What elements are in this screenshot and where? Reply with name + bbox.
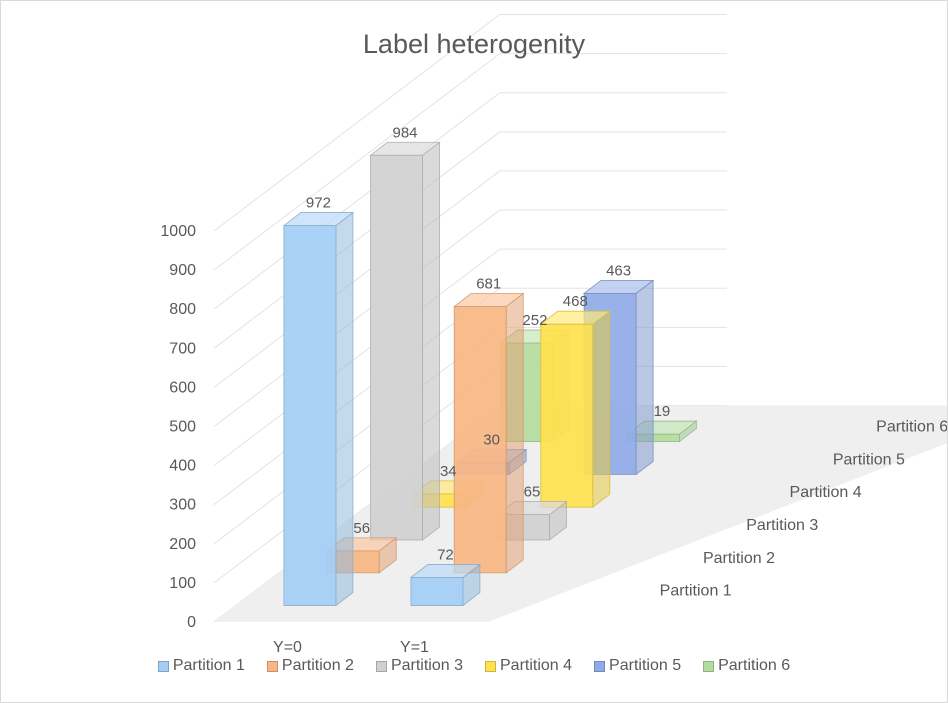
legend-label: Partition 5 xyxy=(609,657,682,674)
data-label: 72 xyxy=(437,546,454,563)
y-tick-label: 200 xyxy=(169,536,196,553)
chart-walls xyxy=(214,405,947,622)
y-tick-label: 900 xyxy=(169,262,196,279)
y-tick-label: 600 xyxy=(169,379,196,396)
y-tick-label: 100 xyxy=(169,575,196,592)
data-label: 252 xyxy=(522,312,547,329)
legend-item: Partition 6 xyxy=(703,657,790,675)
chart-floor xyxy=(214,405,947,622)
legend-label: Partition 6 xyxy=(718,657,791,674)
legend-label: Partition 1 xyxy=(172,657,245,674)
y-tick-label: 300 xyxy=(169,497,196,514)
legend-swatch xyxy=(703,660,715,672)
data-label: 30 xyxy=(483,432,500,449)
data-label: 681 xyxy=(476,276,501,293)
data-label: 984 xyxy=(392,124,417,141)
legend-swatch xyxy=(485,660,496,672)
gridline-depth xyxy=(213,248,501,466)
gridline-depth xyxy=(213,131,501,349)
gridline-depth xyxy=(213,366,501,584)
depth-axis-label: Partition 4 xyxy=(790,484,862,501)
data-label: 463 xyxy=(606,262,631,279)
legend-swatch xyxy=(157,660,169,672)
bar xyxy=(453,292,525,574)
category-label: Y=1 xyxy=(400,639,429,656)
depth-axis-label: Partition 3 xyxy=(746,517,818,534)
legend-label: Partition 4 xyxy=(500,657,573,674)
chart-title: Label heterogenity xyxy=(363,29,586,59)
bar xyxy=(539,310,611,509)
bar xyxy=(369,141,441,541)
legend: Partition 1 Partition 2 Partition 3 Partiti… xyxy=(1,657,947,675)
gridline-depth xyxy=(213,14,501,232)
gridline-depth xyxy=(213,287,501,506)
depth-axis-label: Partition 2 xyxy=(703,550,775,567)
bar xyxy=(409,563,482,607)
legend-label: Partition 3 xyxy=(390,657,463,674)
bars xyxy=(282,141,698,607)
data-label: 972 xyxy=(306,195,331,212)
y-tick-label: 700 xyxy=(169,340,196,357)
legend-item: Partition 1 xyxy=(157,657,245,675)
data-label: 65 xyxy=(524,484,541,501)
y-tick-label: 1000 xyxy=(160,223,196,240)
bar xyxy=(282,211,355,607)
y-tick-label: 400 xyxy=(169,458,196,475)
depth-axis-label: Partition 1 xyxy=(660,583,732,600)
data-label: 34 xyxy=(440,463,457,480)
gridline-depth xyxy=(213,92,501,310)
tick-labels: 252 19 30 463 34 468 984 65 56 681 972 72 0 100 200 300… xyxy=(160,124,947,656)
legend-label: Partition 2 xyxy=(281,657,354,674)
legend-item: Partition 4 xyxy=(485,657,572,675)
gridline-depth xyxy=(213,53,501,271)
legend-swatch xyxy=(375,660,387,672)
depth-axis-label: Partition 6 xyxy=(876,419,947,436)
gridlines xyxy=(213,14,727,623)
legend-item: Partition 5 xyxy=(594,657,681,675)
legend-item: Partition 2 xyxy=(266,657,354,675)
y-tick-label: 800 xyxy=(169,301,196,318)
gridline-depth xyxy=(213,170,501,388)
data-label: 468 xyxy=(563,293,588,310)
gridline-depth xyxy=(213,209,501,427)
category-label: Y=0 xyxy=(273,639,302,656)
y-tick-label: 500 xyxy=(169,419,196,436)
depth-axis-label: Partition 5 xyxy=(833,451,905,468)
legend-swatch xyxy=(594,660,606,672)
y-tick-label: 0 xyxy=(187,614,196,631)
gridline-depth xyxy=(213,326,501,545)
legend-swatch xyxy=(266,660,278,672)
legend-item: Partition 3 xyxy=(375,657,463,675)
data-label: 19 xyxy=(654,403,671,420)
data-label: 56 xyxy=(353,520,370,537)
